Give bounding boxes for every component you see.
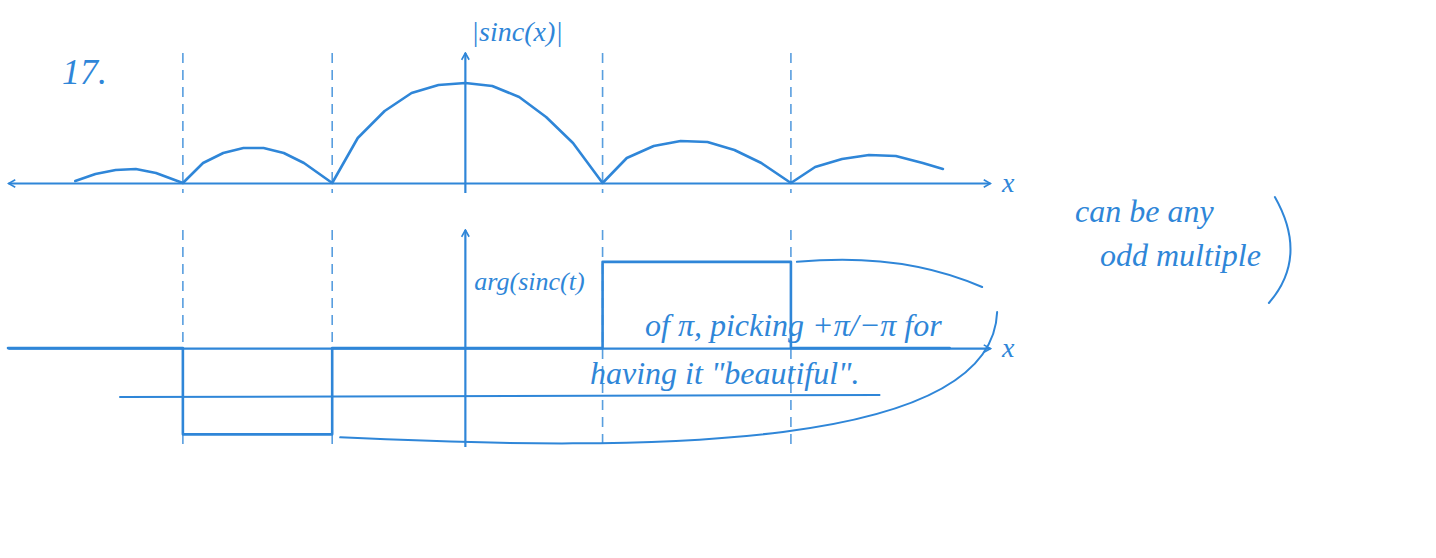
canvas: x |sinc(x)| 17. x arg(sinc(t) can be any odd m… <box>0 0 1436 558</box>
underline <box>120 395 880 397</box>
note-line: having it "beautiful". <box>590 355 860 391</box>
axis-line <box>464 230 466 447</box>
y-axis <box>465 53 466 193</box>
brace <box>1269 197 1291 303</box>
note-line: of π, picking +π/−π for <box>645 307 942 343</box>
panel-0: x |sinc(x)| 17. <box>9 16 1016 198</box>
note-strokes <box>120 197 1290 443</box>
axis-line <box>9 182 991 184</box>
zero-line <box>331 53 333 193</box>
problem-number: 17. <box>62 52 107 92</box>
zero-lines <box>183 53 791 193</box>
x-axis-title: x <box>1001 167 1015 198</box>
zero-line <box>602 53 604 193</box>
x-axis <box>9 183 991 184</box>
panel-1: x arg(sinc(t) can be any odd multiple of π, … <box>8 193 1261 447</box>
y-axis <box>465 230 466 447</box>
leader <box>797 260 982 287</box>
curve <box>8 262 950 435</box>
plot-area <box>75 83 943 183</box>
zero-line <box>182 53 184 193</box>
curve <box>75 83 943 183</box>
plot-area <box>8 262 950 435</box>
note-line: can be any <box>1075 193 1214 229</box>
leader <box>340 312 997 443</box>
y-axis-title: |sinc(x)| <box>471 16 563 47</box>
note-line: odd multiple <box>1100 237 1261 273</box>
axis-line <box>464 53 466 193</box>
y-axis-title: arg(sinc(t) <box>474 267 584 296</box>
x-axis-title: x <box>1001 332 1015 363</box>
zero-line <box>790 53 792 193</box>
